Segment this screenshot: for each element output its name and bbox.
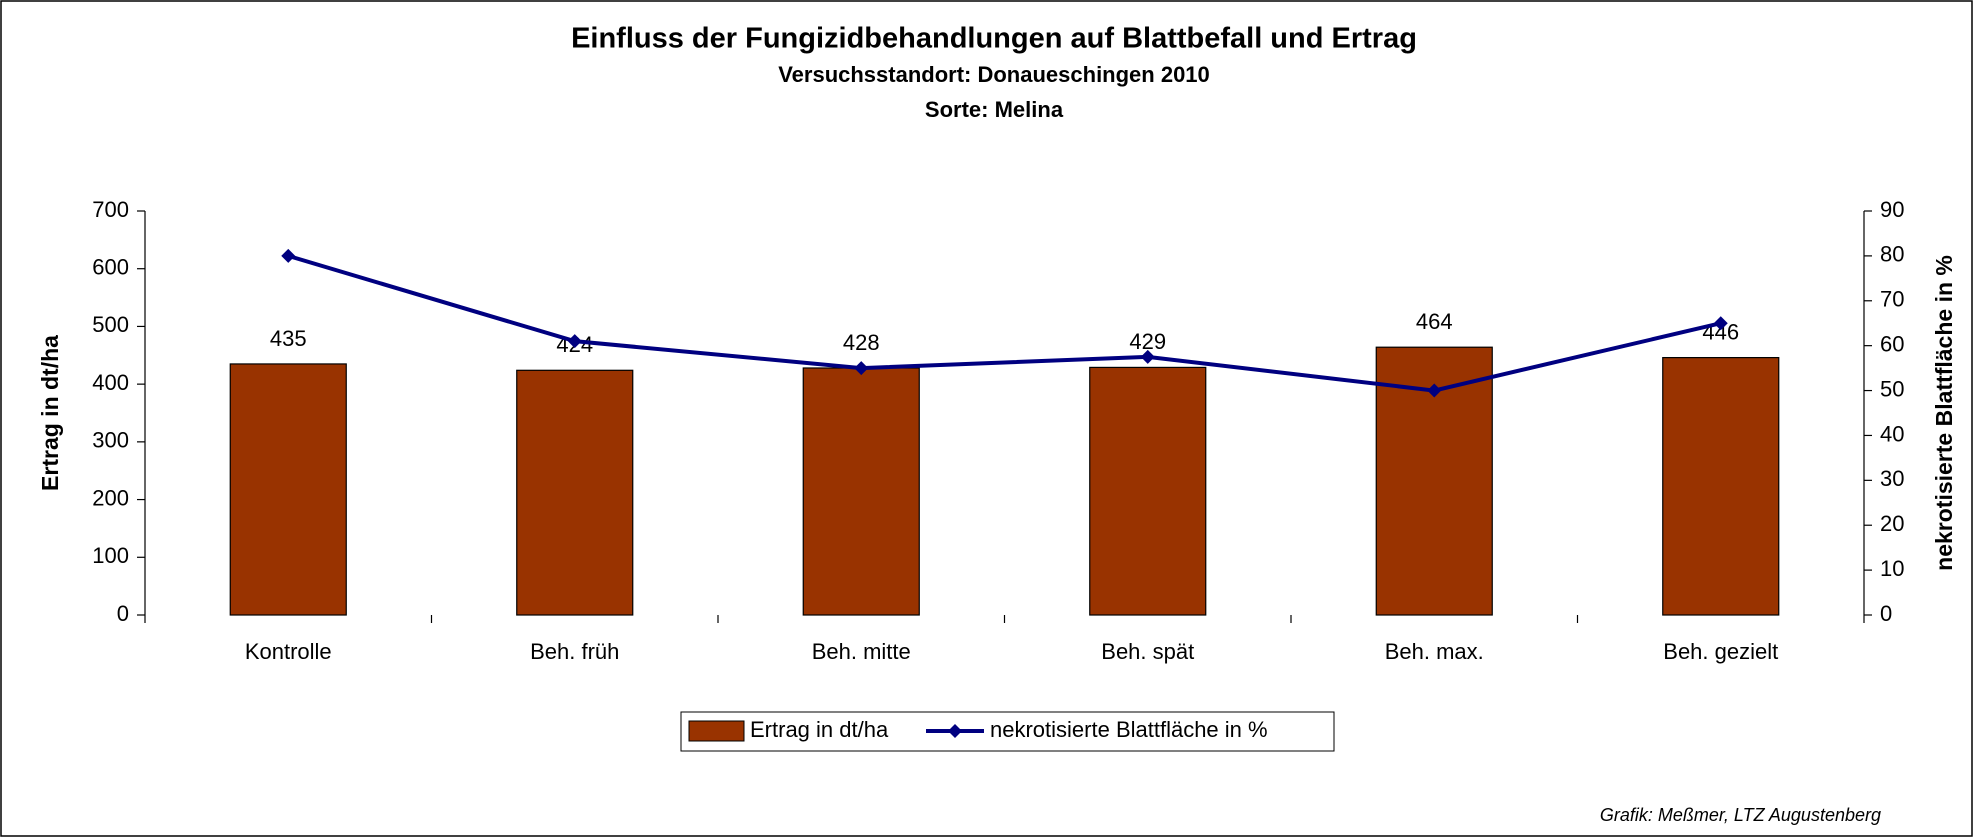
bar	[516, 369, 634, 616]
legend-label: Ertrag in dt/ha	[750, 717, 889, 742]
line-marker	[567, 334, 582, 349]
data-label: 464	[1416, 309, 1453, 334]
y-tick-label: 700	[92, 197, 129, 222]
y-tick-label: 0	[117, 601, 129, 626]
y2-tick-label: 80	[1880, 242, 1904, 267]
legend-box	[680, 711, 1335, 752]
y-tick-label: 100	[92, 543, 129, 568]
legend-swatch	[688, 720, 745, 742]
y-tick-label: 300	[92, 428, 129, 453]
y2-tick-label: 40	[1880, 421, 1904, 446]
bar	[802, 367, 920, 616]
data-label: 428	[843, 330, 880, 355]
x-tick-label: Beh. mitte	[812, 639, 911, 664]
y2-tick-label: 20	[1880, 511, 1904, 536]
chart-subtitle: Versuchsstandort: Donaueschingen 2010	[778, 62, 1210, 87]
line-marker	[948, 724, 962, 738]
y2-tick-label: 0	[1880, 601, 1892, 626]
x-tick-label: Beh. früh	[530, 639, 619, 664]
bar	[229, 363, 347, 616]
y2-tick-label: 70	[1880, 287, 1904, 312]
chart-title: Einfluss der Fungizidbehandlungen auf Bl…	[571, 23, 1417, 55]
y2-tick-label: 90	[1880, 197, 1904, 222]
line-marker	[281, 248, 296, 263]
y-tick-label: 200	[92, 485, 129, 510]
y2-axis-label: nekrotisierte Blattfläche in %	[1931, 255, 1957, 571]
line-marker	[1427, 383, 1442, 398]
y2-tick-label: 30	[1880, 466, 1904, 491]
y-tick-label: 500	[92, 312, 129, 337]
chart-subtitle: Sorte: Melina	[925, 97, 1064, 122]
credit: Grafik: Meßmer, LTZ Augustenberg	[1600, 805, 1881, 825]
bar	[1089, 366, 1207, 616]
y-tick-label: 600	[92, 255, 129, 280]
y2-tick-label: 50	[1880, 376, 1904, 401]
y2-tick-label: 10	[1880, 556, 1904, 581]
x-tick-label: Beh. spät	[1101, 639, 1194, 664]
line-marker	[1713, 316, 1728, 331]
x-tick-label: Beh. gezielt	[1663, 639, 1778, 664]
legend-label: nekrotisierte Blattfläche in %	[990, 717, 1268, 742]
x-tick-label: Kontrolle	[245, 639, 332, 664]
bar	[1662, 356, 1780, 616]
line-marker	[1140, 349, 1155, 364]
y-tick-label: 400	[92, 370, 129, 395]
line	[287, 253, 1722, 393]
y-axis-label: Ertrag in dt/ha	[37, 335, 63, 491]
y2-tick-label: 60	[1880, 331, 1904, 356]
line-marker	[854, 361, 869, 376]
data-label: 435	[270, 326, 307, 351]
x-tick-label: Beh. max.	[1385, 639, 1484, 664]
